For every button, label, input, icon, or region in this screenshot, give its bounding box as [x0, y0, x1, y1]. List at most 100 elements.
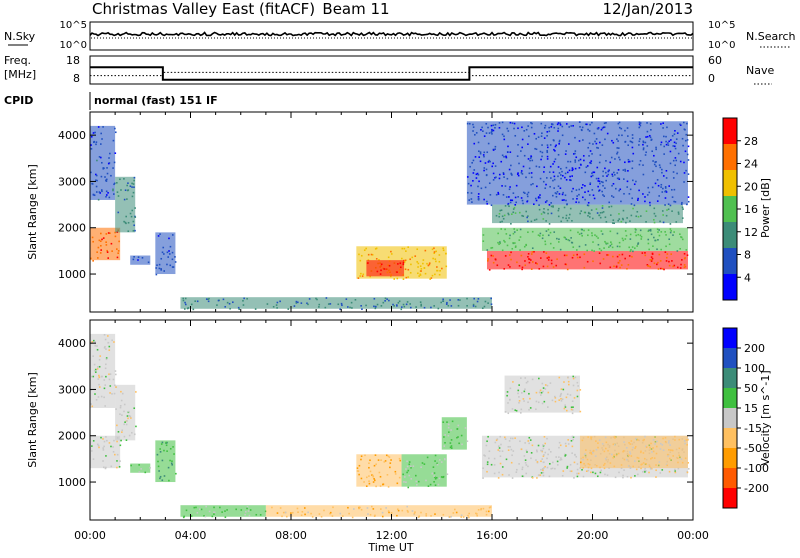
data-speckle — [549, 231, 552, 234]
data-speckle — [612, 443, 615, 446]
data-speckle — [593, 132, 596, 135]
data-speckle — [121, 414, 123, 416]
data-speckle — [613, 435, 616, 438]
data-speckle — [592, 449, 595, 452]
data-speckle — [612, 182, 615, 185]
data-speckle — [571, 190, 573, 193]
data-speckle — [539, 196, 541, 199]
data-speckle — [411, 256, 414, 259]
data-speckle — [393, 278, 396, 280]
data-speckle — [420, 268, 423, 270]
data-speckle — [373, 305, 375, 308]
data-speckle — [499, 242, 501, 245]
data-speckle — [531, 230, 534, 233]
data-speckle — [642, 439, 645, 442]
data-speckle — [438, 254, 441, 256]
data-speckle — [169, 264, 172, 267]
data-speckle — [561, 193, 564, 196]
data-speckle — [602, 211, 605, 213]
data-speckle — [665, 214, 668, 217]
data-speckle — [613, 465, 616, 468]
data-speckle — [394, 473, 397, 475]
data-speckle — [527, 191, 530, 194]
data-speckle — [472, 180, 474, 182]
data-speckle — [633, 247, 636, 250]
data-speckle — [390, 459, 392, 461]
data-speckle — [644, 254, 647, 257]
data-speckle — [566, 465, 569, 468]
data-speckle — [576, 395, 579, 398]
data-speckle — [527, 215, 529, 217]
data-speckle — [378, 471, 381, 474]
data-speckle — [540, 391, 543, 394]
data-speckle — [584, 453, 586, 455]
data-speckle — [584, 244, 587, 246]
data-speckle — [571, 409, 574, 411]
data-speckle — [576, 256, 579, 259]
data-speckle — [490, 303, 493, 306]
data-speckle — [524, 264, 527, 267]
data-speckle — [616, 232, 619, 235]
data-speckle — [501, 215, 504, 218]
data-speckle — [184, 303, 187, 306]
data-speckle — [650, 256, 653, 258]
data-speckle — [105, 466, 107, 469]
data-speckle — [543, 435, 546, 438]
data-speckle — [536, 449, 538, 452]
data-speckle — [521, 266, 524, 269]
data-speckle — [104, 467, 107, 470]
data-speckle — [624, 140, 627, 143]
data-speckle — [98, 191, 101, 193]
data-speckle — [469, 165, 471, 168]
data-speckle — [102, 237, 105, 239]
data-speckle — [102, 460, 104, 462]
data-speckle — [604, 187, 606, 189]
data-speckle — [586, 249, 589, 252]
data-speckle — [132, 191, 135, 194]
data-speckle — [591, 217, 594, 220]
data-speckle — [589, 452, 591, 454]
data-speckle — [95, 174, 98, 177]
data-speckle — [174, 261, 177, 263]
data-speckle — [518, 396, 520, 398]
data-speckle — [341, 304, 343, 307]
data-speckle — [576, 468, 579, 471]
data-speckle — [529, 157, 532, 159]
data-speckle — [168, 237, 170, 240]
data-speckle — [651, 457, 654, 459]
data-speckle — [111, 250, 113, 252]
data-speckle — [437, 483, 440, 486]
data-speckle — [235, 508, 237, 511]
data-speckle — [440, 301, 442, 304]
data-speckle — [442, 513, 445, 516]
nsky-tick-bottom: 10^0 — [60, 40, 87, 51]
data-speckle — [497, 232, 499, 235]
data-speckle — [428, 263, 431, 266]
data-speckle — [109, 385, 112, 387]
data-speckle — [558, 456, 560, 458]
y-tick-label: 3000 — [58, 175, 86, 188]
data-speckle — [409, 303, 411, 305]
data-speckle — [589, 150, 592, 152]
data-speckle — [485, 168, 488, 171]
data-speckle — [460, 514, 463, 517]
data-speckle — [118, 240, 120, 243]
data-speckle — [405, 481, 407, 483]
data-speckle — [266, 303, 269, 305]
data-speckle — [655, 469, 657, 472]
data-speckle — [566, 467, 568, 469]
data-speckle — [596, 146, 598, 149]
data-speckle — [369, 513, 372, 516]
data-speckle — [587, 146, 589, 149]
data-speckle — [399, 266, 402, 269]
data-speckle — [518, 384, 520, 386]
data-speckle — [538, 235, 541, 237]
data-speckle — [438, 477, 441, 480]
data-speckle — [551, 399, 554, 402]
data-speckle — [517, 144, 519, 146]
data-speckle — [649, 457, 652, 460]
data-speckle — [687, 159, 690, 161]
data-speckle — [504, 436, 506, 439]
data-speckle — [678, 438, 681, 441]
data-speckle — [536, 477, 538, 479]
